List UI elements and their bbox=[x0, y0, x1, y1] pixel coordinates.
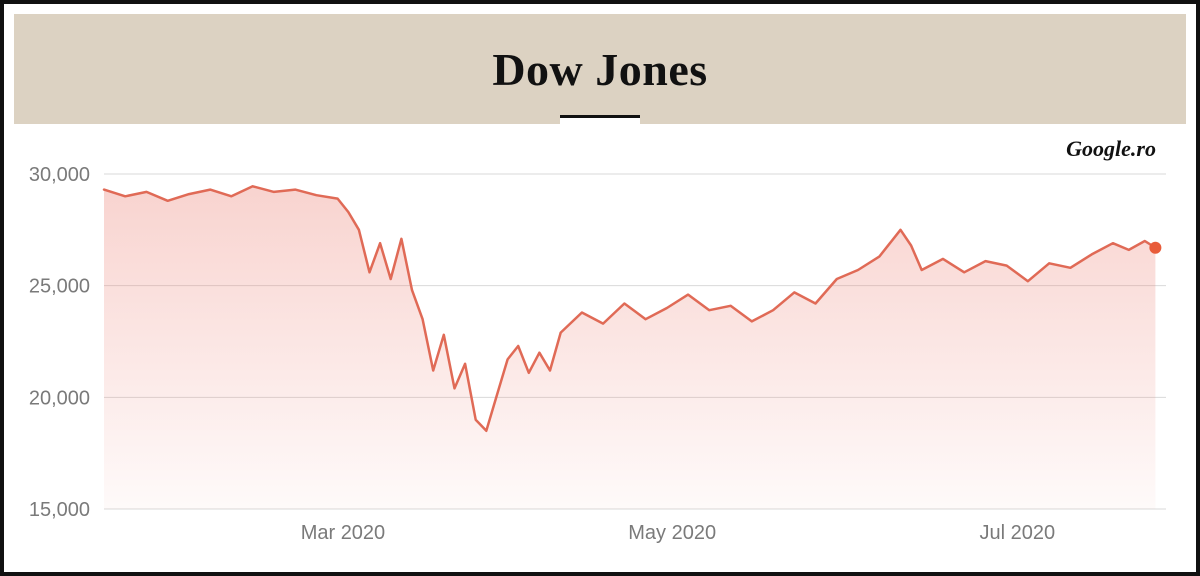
line-chart: 15,000 20,000 25,000 30,000 Mar 2020 May 2020… bbox=[14, 124, 1186, 554]
svg-text:May 2020: May 2020 bbox=[628, 522, 716, 544]
chart-frame: Dow Jones Google.ro 15,000 20,000 25,000 30… bbox=[0, 0, 1200, 576]
svg-text:15,000: 15,000 bbox=[29, 499, 90, 521]
svg-text:Mar 2020: Mar 2020 bbox=[301, 522, 386, 544]
header-band: Dow Jones bbox=[14, 14, 1186, 124]
svg-text:20,000: 20,000 bbox=[29, 387, 90, 409]
svg-text:30,000: 30,000 bbox=[29, 164, 90, 186]
svg-text:25,000: 25,000 bbox=[29, 276, 90, 298]
source-attribution: Google.ro bbox=[1066, 136, 1156, 162]
svg-text:Jul 2020: Jul 2020 bbox=[980, 522, 1056, 544]
chart-area: Google.ro 15,000 20,000 25,000 30,000 Mar 20… bbox=[14, 124, 1186, 554]
page-title: Dow Jones bbox=[492, 43, 707, 96]
